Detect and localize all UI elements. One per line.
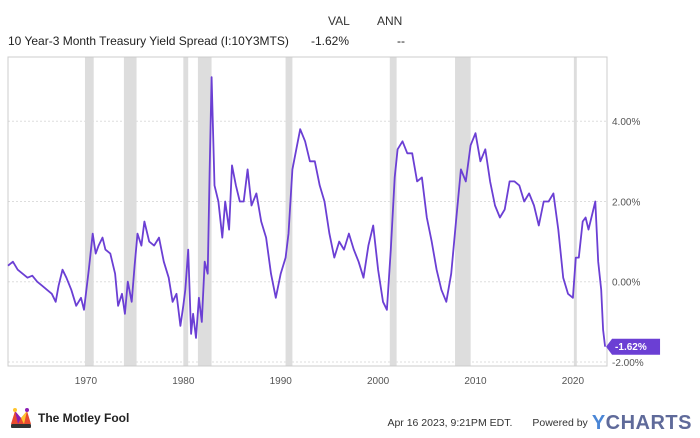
recession-band (197, 57, 212, 366)
y-tick-labels-group: -2.00% 0.00% 2.00% 4.00% (612, 117, 644, 369)
powered-by-label: Powered by (532, 417, 588, 429)
footer-credits: Apr 16 2023, 9:21PM EDT. Powered by YCHA… (387, 413, 692, 433)
column-header-val: VAL (328, 14, 350, 28)
y-tick-label: 4.00% (612, 117, 640, 128)
brand-name: The Motley Fool (38, 411, 130, 425)
plot-border (7, 56, 608, 367)
x-tick-labels-group: 1970 1980 1990 2000 2010 2020 (75, 376, 585, 387)
series-line (7, 76, 606, 347)
recession-band (455, 57, 471, 366)
ycharts-logo[interactable]: YCHARTS (591, 412, 692, 434)
x-tick-label: 1970 (75, 376, 98, 387)
recession-band (183, 57, 189, 366)
end-value-label-bg (606, 338, 661, 355)
jester-hat-icon (11, 408, 31, 428)
series-annual-change: -- (397, 34, 405, 48)
timestamp: Apr 16 2023, 9:21PM EDT. (387, 417, 513, 429)
y-tick-label: 2.00% (612, 197, 640, 208)
motley-fool-brand: The Motley Fool (8, 405, 129, 431)
x-tick-label: 2000 (367, 376, 390, 387)
end-value-label-text: -1.62% (615, 342, 647, 353)
gridlines-group (8, 120, 607, 363)
end-value-label: -1.62% (606, 338, 661, 355)
x-tick-label: 2010 (464, 376, 487, 387)
x-tick-label: 1990 (270, 376, 293, 387)
chart-plot-area[interactable]: -2.00% 0.00% 2.00% 4.00% 1970 1980 1990 2000 20… (0, 0, 700, 400)
recession-band (573, 57, 577, 366)
recession-band (84, 57, 94, 366)
x-tick-label: 2020 (562, 376, 585, 387)
series-value: -1.62% (311, 34, 350, 48)
y-tick-label: -2.00% (612, 358, 644, 369)
x-tick-label: 1980 (172, 376, 195, 387)
column-header-ann: ANN (377, 14, 403, 28)
y-tick-label: 0.00% (612, 278, 640, 289)
recession-band (123, 57, 137, 366)
series-legend-label[interactable]: 10 Year-3 Month Treasury Yield Spread (I… (8, 34, 289, 48)
